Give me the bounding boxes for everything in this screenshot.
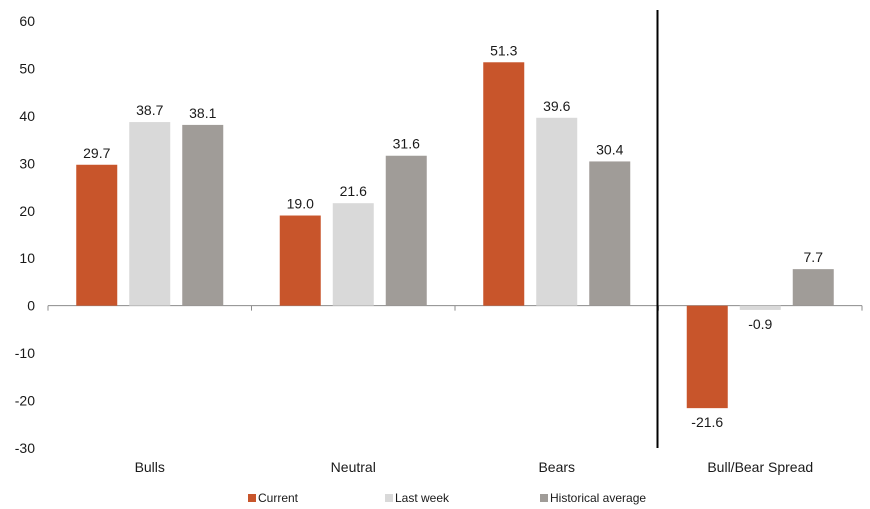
bar [792,269,834,306]
category-labels: Bulls Neutral Bears Bull/Bear Spread [135,459,814,475]
legend-label: Current [258,491,299,505]
category-label: Bull/Bear Spread [707,459,813,475]
y-tick-label: -10 [15,345,35,361]
legend: Current Last week Historical average [248,491,646,505]
bar [483,62,525,306]
legend-swatch [248,494,256,502]
y-tick-label: 60 [19,13,35,29]
y-tick-label: -20 [15,393,35,409]
category-label: Bears [538,459,575,475]
y-tick-label: 10 [19,250,35,266]
y-tick-label: 40 [19,108,35,124]
data-label: 51.3 [490,42,517,58]
data-label: 30.4 [596,141,623,157]
legend-swatch [540,494,548,502]
y-tick-label: 50 [19,60,35,76]
bars-group [76,62,834,409]
bar [536,117,578,306]
data-labels: 29.7 38.7 38.1 19.0 21.6 31.6 51.3 39.6 30.4 -21.… [83,42,823,430]
data-label: 38.1 [189,105,216,121]
data-label: 7.7 [804,249,824,265]
bar [589,161,631,306]
category-label: Neutral [331,459,376,475]
y-tick-label: 30 [19,155,35,171]
legend-label: Historical average [550,491,646,505]
y-tick-label: -30 [15,440,35,456]
bar [279,215,321,306]
y-axis: 60 50 40 30 20 10 0 -10 -20 -30 [15,13,35,456]
bar [686,305,728,409]
bar [182,124,224,306]
data-label: 19.0 [287,196,314,212]
data-label: -0.9 [748,316,772,332]
y-tick-label: 20 [19,203,35,219]
bar [129,122,171,306]
data-label: -21.6 [691,414,723,430]
y-tick-label: 0 [27,298,35,314]
data-label: 38.7 [136,102,163,118]
bar [332,203,374,306]
legend-label: Last week [395,491,450,505]
bar [76,164,118,306]
data-label: 39.6 [543,98,570,114]
data-label: 31.6 [393,136,420,152]
bar [385,155,427,306]
legend-swatch [385,494,393,502]
data-label: 21.6 [340,183,367,199]
bar [739,305,781,310]
category-label: Bulls [135,459,165,475]
data-label: 29.7 [83,145,110,161]
